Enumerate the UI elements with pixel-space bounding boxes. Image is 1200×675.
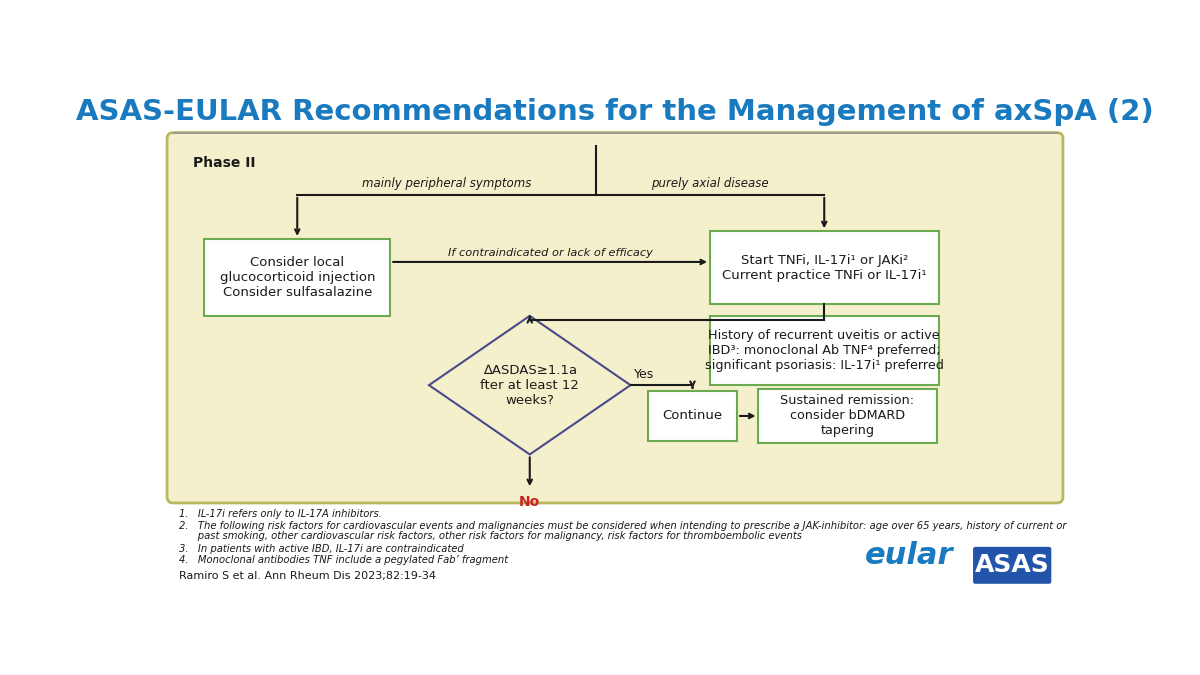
FancyBboxPatch shape xyxy=(758,389,937,443)
FancyBboxPatch shape xyxy=(710,316,938,385)
Text: eular: eular xyxy=(865,541,954,570)
Text: purely axial disease: purely axial disease xyxy=(652,178,769,190)
FancyBboxPatch shape xyxy=(204,239,390,316)
Text: Consider local
glucocorticoid injection
Consider sulfasalazine: Consider local glucocorticoid injection … xyxy=(220,256,374,299)
FancyBboxPatch shape xyxy=(973,547,1051,584)
Text: If contraindicated or lack of efficacy: If contraindicated or lack of efficacy xyxy=(448,248,653,258)
Text: 2.   The following risk factors for cardiovascular events and malignancies must : 2. The following risk factors for cardio… xyxy=(180,522,1067,531)
Text: Sustained remission:
consider bDMARD
tapering: Sustained remission: consider bDMARD tap… xyxy=(780,394,914,437)
Text: past smoking, other cardiovascular risk factors, other risk factors for malignan: past smoking, other cardiovascular risk … xyxy=(180,531,803,541)
Text: 1.   IL-17i refers only to IL-17A inhibitors.: 1. IL-17i refers only to IL-17A inhibito… xyxy=(180,509,383,519)
Text: History of recurrent uveitis or active
IBD³: monoclonal Ab TNF⁴ preferred;
signi: History of recurrent uveitis or active I… xyxy=(704,329,943,372)
Polygon shape xyxy=(430,316,630,454)
Text: Start TNFi, IL-17i¹ or JAKi²
Current practice TNFi or IL-17i¹: Start TNFi, IL-17i¹ or JAKi² Current pra… xyxy=(722,254,926,281)
FancyBboxPatch shape xyxy=(648,391,737,441)
Text: Phase II: Phase II xyxy=(193,157,256,171)
Text: ASAS-EULAR Recommendations for the Management of axSpA (2): ASAS-EULAR Recommendations for the Manag… xyxy=(76,98,1154,126)
Text: 3.   In patients with active IBD, IL-17i are contraindicated: 3. In patients with active IBD, IL-17i a… xyxy=(180,544,464,554)
Text: mainly peripheral symptoms: mainly peripheral symptoms xyxy=(361,178,532,190)
Text: Continue: Continue xyxy=(662,410,722,423)
FancyBboxPatch shape xyxy=(710,231,938,304)
Text: Ramiro S et al. Ann Rheum Dis 2023;82:19-34: Ramiro S et al. Ann Rheum Dis 2023;82:19… xyxy=(180,572,437,581)
Text: Yes: Yes xyxy=(635,367,655,381)
FancyBboxPatch shape xyxy=(167,132,1063,503)
Text: ASAS: ASAS xyxy=(974,554,1049,577)
Text: No: No xyxy=(520,495,540,509)
Text: ∆ASDAS≥1.1a
fter at least 12
weeks?: ∆ASDAS≥1.1a fter at least 12 weeks? xyxy=(480,364,580,406)
Text: 4.   Monoclonal antibodies TNF include a pegylated Fab’ fragment: 4. Monoclonal antibodies TNF include a p… xyxy=(180,556,509,566)
